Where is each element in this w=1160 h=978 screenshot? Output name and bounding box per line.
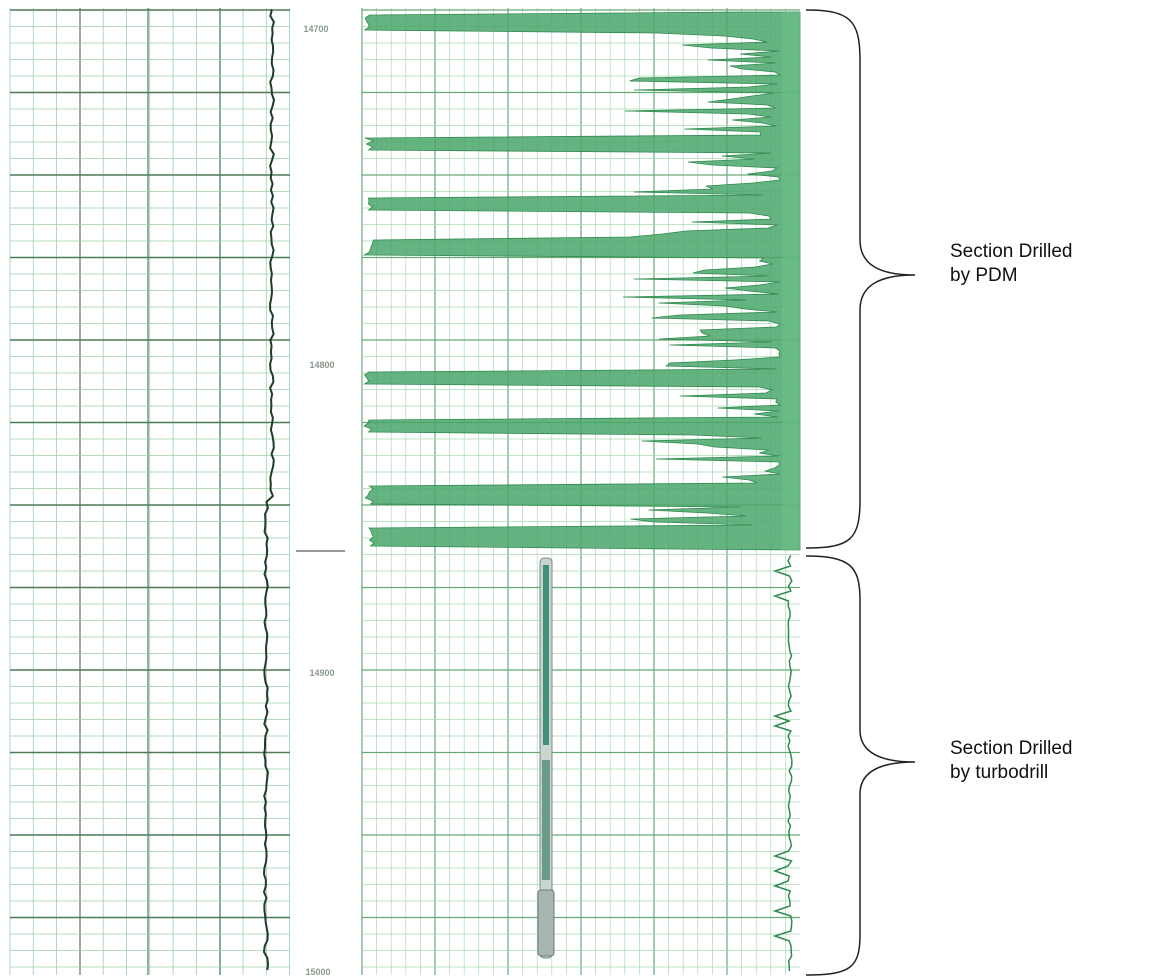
tool-image — [537, 557, 555, 959]
depth-label: 14700 — [303, 24, 328, 34]
brace — [805, 555, 916, 976]
left-trace — [262, 9, 276, 971]
annotation: by PDM — [950, 265, 1018, 286]
annotation: by turbodrill — [950, 762, 1048, 783]
depth-label: 15000 — [305, 967, 330, 977]
depth-label: 14800 — [309, 360, 334, 370]
turbodrill-trace — [772, 555, 793, 972]
trace-edge — [782, 12, 800, 550]
annotation: Section Drilled — [950, 241, 1073, 262]
brace — [805, 9, 916, 549]
annotation: Section Drilled — [950, 738, 1073, 759]
depth-label: 14900 — [309, 668, 334, 678]
pdm-trace — [362, 11, 801, 551]
